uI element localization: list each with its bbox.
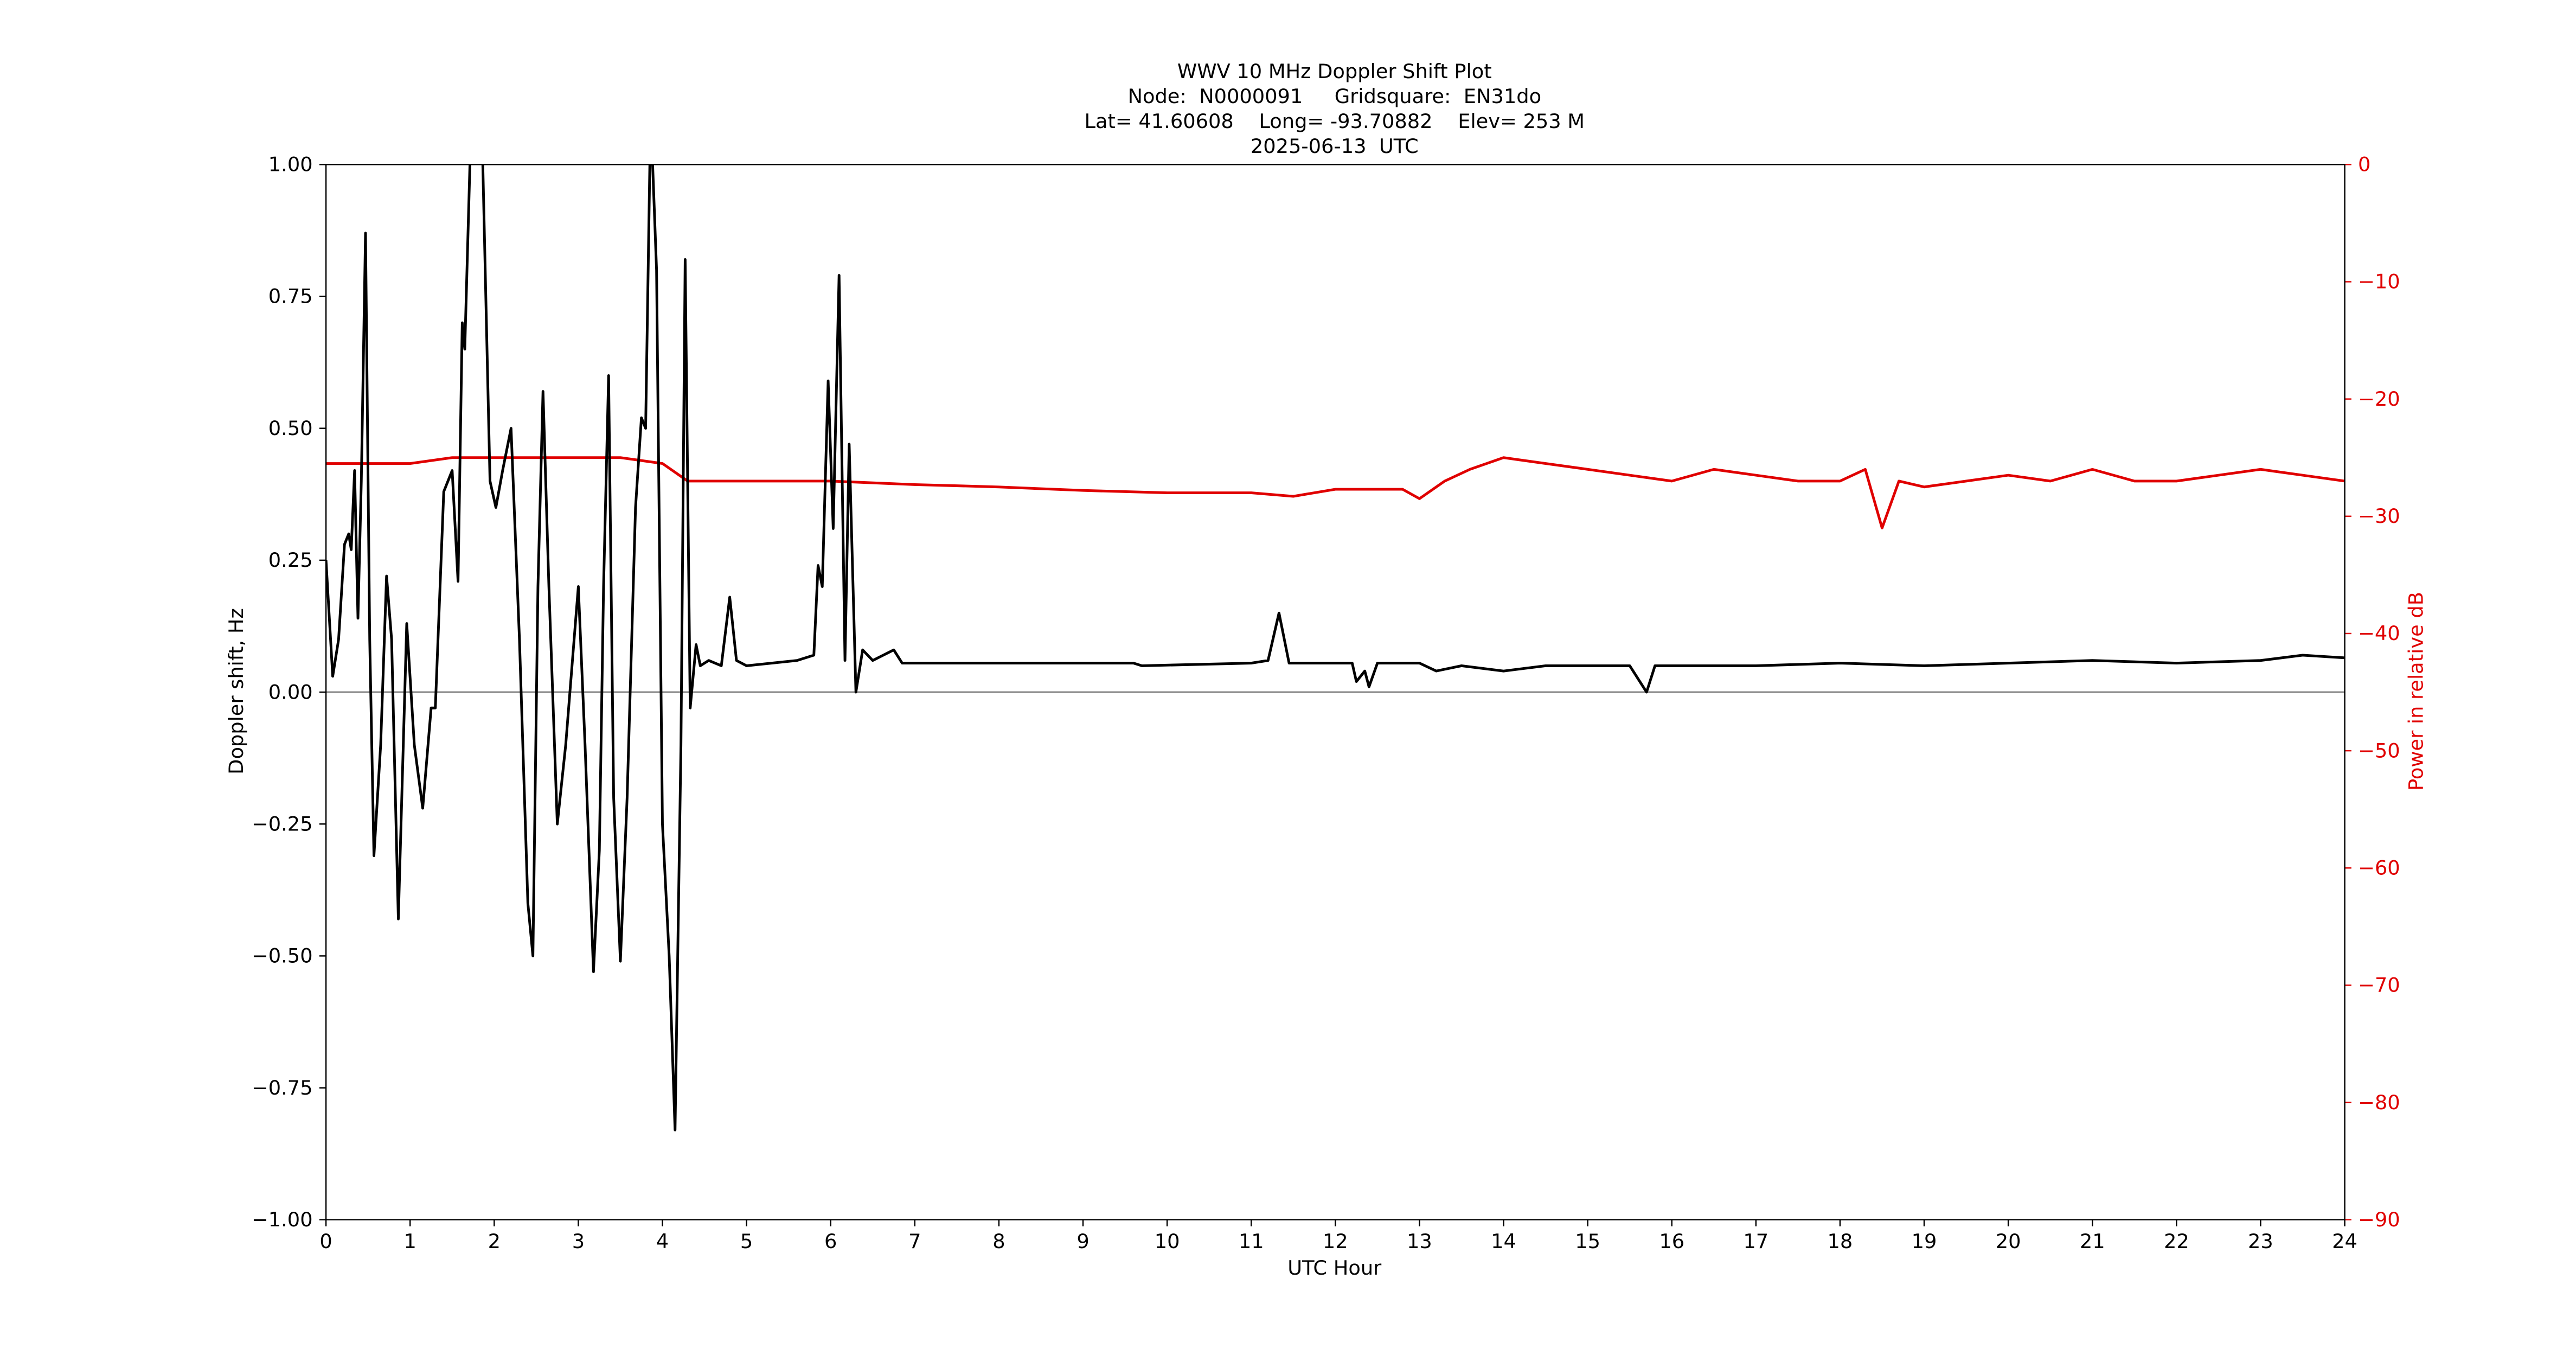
y2-tick-label: −60 <box>2358 856 2400 880</box>
title-line: Lat= 41.60608 Long= -93.70882 Elev= 253 … <box>1085 110 1585 133</box>
y-axis-label: Doppler shift, Hz <box>225 608 248 775</box>
x-tick-label: 6 <box>824 1230 837 1253</box>
y2-tick-label: −80 <box>2358 1091 2400 1114</box>
x-tick-label: 9 <box>1076 1230 1089 1253</box>
y2-tick-label: −40 <box>2358 622 2400 645</box>
x-tick-label: 7 <box>908 1230 921 1253</box>
y-tick-label: −0.25 <box>252 812 313 835</box>
y2-tick-label: −50 <box>2358 739 2400 762</box>
y-tick-label: 0.50 <box>268 417 313 440</box>
x-tick-label: 12 <box>1323 1230 1348 1253</box>
y2-tick-label: −10 <box>2358 270 2400 293</box>
y2-tick-label: −30 <box>2358 504 2400 528</box>
x-tick-label: 20 <box>1996 1230 2021 1253</box>
x-tick-label: 21 <box>2080 1230 2105 1253</box>
y-tick-label: 1.00 <box>268 153 313 176</box>
x-tick-label: 8 <box>992 1230 1005 1253</box>
y-tick-label: 0.75 <box>268 285 313 308</box>
y2-tick-label: −90 <box>2358 1208 2400 1231</box>
title-line: Node: N0000091 Gridsquare: EN31do <box>1127 85 1541 108</box>
x-tick-label: 3 <box>572 1230 585 1253</box>
title-line: 2025-06-13 UTC <box>1251 135 1419 158</box>
x-tick-label: 18 <box>1828 1230 1853 1253</box>
x-tick-label: 13 <box>1407 1230 1432 1253</box>
y2-tick-label: −70 <box>2358 974 2400 997</box>
data-line <box>326 456 2345 529</box>
plot-area <box>326 164 2345 1131</box>
x-tick-label: 1 <box>404 1230 416 1253</box>
x-tick-label: 10 <box>1155 1230 1180 1253</box>
x-tick-label: 0 <box>319 1230 332 1253</box>
y-tick-label: −1.00 <box>252 1208 313 1231</box>
x-tick-label: 17 <box>1743 1230 1768 1253</box>
x-tick-label: 11 <box>1239 1230 1264 1253</box>
x-axis-label: UTC Hour <box>1287 1256 1382 1280</box>
y-tick-label: 0.25 <box>268 548 313 572</box>
x-tick-label: 2 <box>488 1230 501 1253</box>
axes-frame <box>325 164 2346 1220</box>
x-tick-label: 14 <box>1491 1230 1516 1253</box>
y-tick-label: −0.75 <box>252 1076 313 1099</box>
title-line: WWV 10 MHz Doppler Shift Plot <box>1177 60 1492 83</box>
y2-axis-label: Power in relative dB <box>2405 592 2428 791</box>
x-tick-label: 19 <box>1912 1230 1937 1253</box>
y2-tick-label: 0 <box>2358 153 2370 176</box>
x-tick-label: 24 <box>2332 1230 2357 1253</box>
x-tick-label: 23 <box>2248 1230 2273 1253</box>
x-tick-label: 4 <box>656 1230 669 1253</box>
x-tick-label: 16 <box>1659 1230 1684 1253</box>
y-tick-label: 0.00 <box>268 680 313 703</box>
x-tick-label: 15 <box>1575 1230 1600 1253</box>
x-tick-label: 22 <box>2164 1230 2189 1253</box>
x-tick-label: 5 <box>740 1230 753 1253</box>
y-tick-label: −0.50 <box>252 944 313 968</box>
data-line <box>326 164 2345 1131</box>
y2-tick-label: −20 <box>2358 387 2400 411</box>
